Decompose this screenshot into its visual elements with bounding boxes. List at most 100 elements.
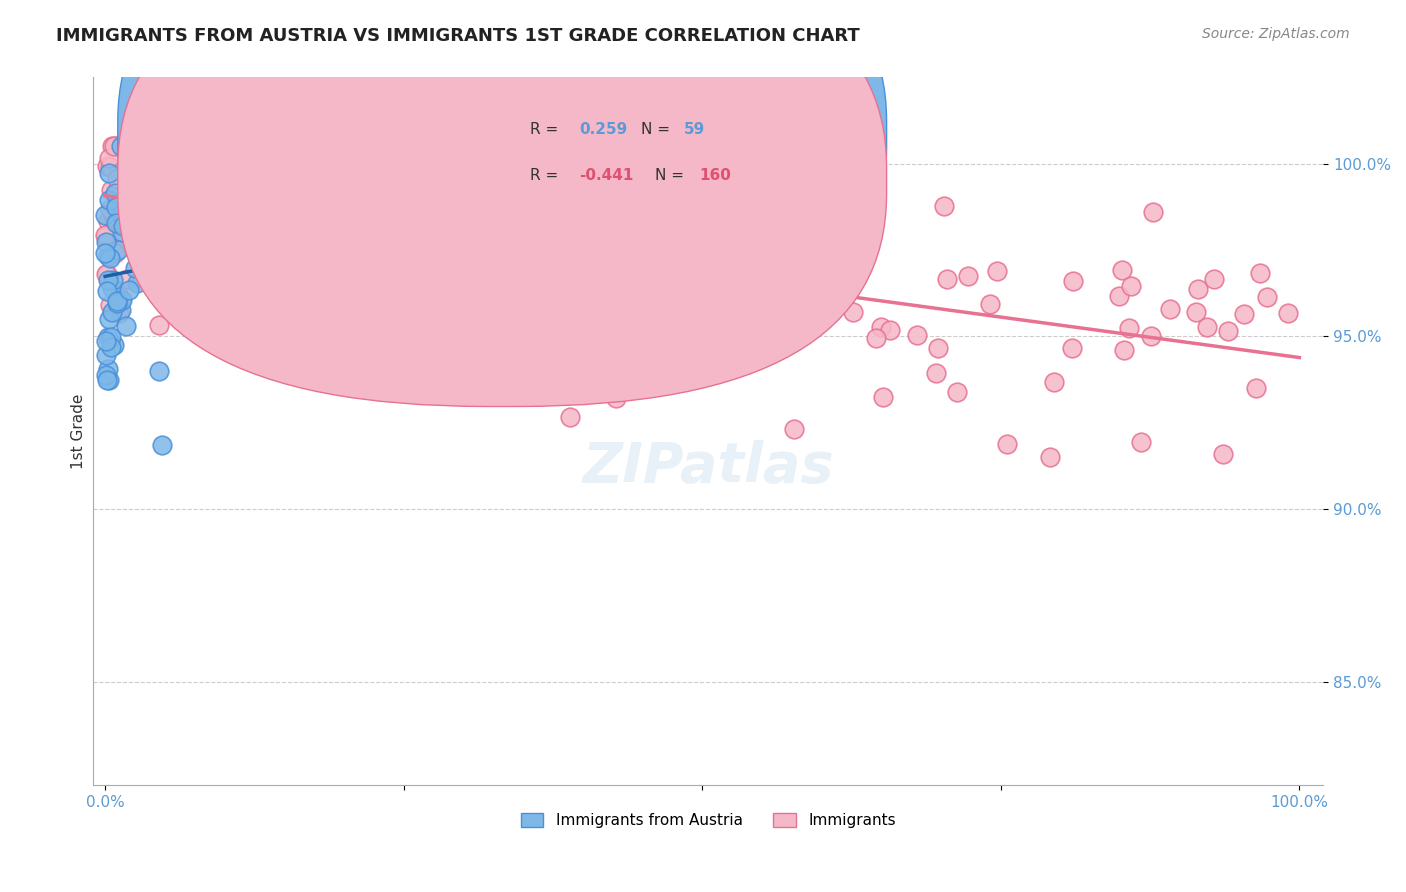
Point xyxy=(122,139,145,153)
Point xyxy=(143,171,166,186)
Point xyxy=(124,167,146,181)
Point xyxy=(112,190,135,204)
Point xyxy=(105,171,128,186)
Point xyxy=(986,264,1008,278)
Point xyxy=(138,159,160,173)
Point xyxy=(841,305,863,319)
Point xyxy=(97,330,120,344)
Point xyxy=(156,235,179,249)
Point xyxy=(1111,263,1133,277)
Point xyxy=(564,333,586,347)
Point xyxy=(209,176,232,190)
Point xyxy=(136,199,159,213)
Point xyxy=(956,268,979,283)
Point xyxy=(143,244,166,259)
Point xyxy=(94,246,117,260)
Point xyxy=(103,227,125,241)
Point xyxy=(870,320,893,334)
Point xyxy=(105,294,128,309)
Point xyxy=(131,271,153,285)
Point xyxy=(150,191,173,205)
Point xyxy=(766,243,789,257)
Point xyxy=(202,210,225,224)
Text: R =: R = xyxy=(530,168,562,183)
Point xyxy=(107,244,129,258)
Point xyxy=(482,254,505,268)
Point xyxy=(1244,382,1267,396)
Point xyxy=(558,409,581,424)
Point xyxy=(1187,282,1209,296)
Point xyxy=(98,151,121,165)
Point xyxy=(96,284,118,298)
Point xyxy=(105,139,128,153)
FancyBboxPatch shape xyxy=(118,0,887,360)
Point xyxy=(218,165,240,179)
Point xyxy=(204,148,226,162)
Text: 160: 160 xyxy=(700,168,731,183)
Point xyxy=(118,210,141,224)
Point xyxy=(208,252,231,266)
Point xyxy=(682,166,704,180)
Point xyxy=(995,437,1018,451)
Point xyxy=(1108,288,1130,302)
Point xyxy=(110,139,132,153)
Point xyxy=(117,139,139,153)
Point xyxy=(783,422,806,436)
Point xyxy=(118,284,141,298)
Point xyxy=(865,331,887,345)
Point xyxy=(772,328,794,343)
Point xyxy=(111,219,134,233)
Point xyxy=(136,178,159,193)
Point xyxy=(979,296,1001,310)
Point xyxy=(114,318,136,333)
Point xyxy=(145,219,167,234)
Point xyxy=(98,166,121,180)
Point xyxy=(759,283,782,297)
Point xyxy=(97,362,120,376)
Point xyxy=(1233,307,1256,321)
Point xyxy=(103,139,125,153)
Point xyxy=(108,139,131,153)
Point xyxy=(111,139,134,153)
Point xyxy=(150,437,173,451)
Point xyxy=(132,139,155,153)
Point xyxy=(142,239,165,253)
Point xyxy=(927,341,949,355)
Point xyxy=(110,293,132,307)
Point xyxy=(107,184,129,198)
Point xyxy=(187,262,209,277)
Point xyxy=(533,187,555,202)
Point xyxy=(97,194,120,208)
Point xyxy=(162,139,184,153)
Point xyxy=(96,373,118,387)
Point xyxy=(100,305,122,319)
Point xyxy=(429,199,451,213)
Point xyxy=(202,225,225,239)
Point xyxy=(905,328,928,343)
Point xyxy=(1256,289,1278,303)
Point xyxy=(96,267,118,281)
Point xyxy=(127,276,149,290)
Point xyxy=(94,230,117,244)
Point xyxy=(198,143,221,157)
Point xyxy=(104,216,127,230)
Point xyxy=(103,273,125,287)
Point xyxy=(484,252,506,266)
Point xyxy=(129,251,152,265)
Point xyxy=(925,366,948,380)
Point xyxy=(444,139,467,153)
Point xyxy=(143,202,166,216)
Point xyxy=(180,139,202,153)
Point xyxy=(1249,266,1271,280)
Point xyxy=(1118,320,1140,334)
Point xyxy=(935,272,957,286)
Point xyxy=(103,217,125,231)
Point xyxy=(111,293,134,307)
Point xyxy=(104,245,127,260)
Point xyxy=(128,230,150,244)
Point xyxy=(110,302,132,317)
Point xyxy=(1197,319,1219,334)
Text: 0.259: 0.259 xyxy=(579,121,627,136)
Point xyxy=(226,181,249,195)
Point xyxy=(111,208,134,222)
